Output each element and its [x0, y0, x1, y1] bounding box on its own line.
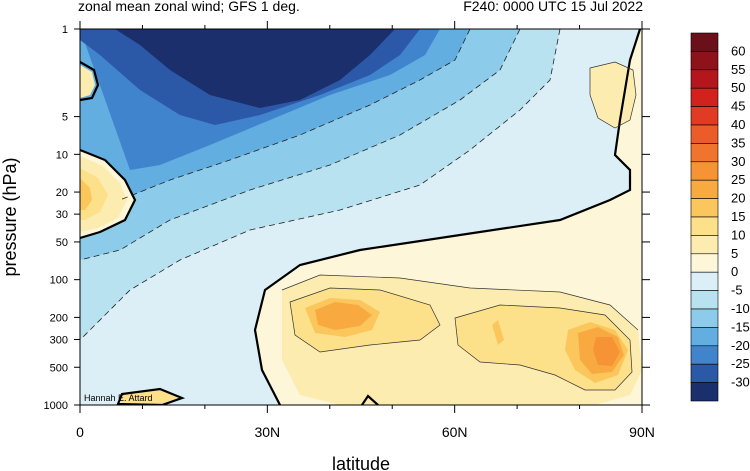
zero-contour-qbo	[80, 148, 137, 240]
colorbar-label: 45	[731, 99, 745, 114]
colorbar-swatch	[690, 382, 719, 402]
y-tick-label: 300	[50, 334, 68, 346]
colorbar: 605550454035302520151050-5-10-15-20-25-3…	[690, 32, 750, 402]
colorbar-swatch	[690, 308, 719, 328]
y-tick-label: 30	[56, 209, 68, 221]
contour-minus-30-core	[115, 29, 395, 108]
colorbar-swatch	[690, 161, 719, 181]
colorbar-label: 30	[731, 154, 745, 169]
colorbar-swatch	[690, 271, 719, 291]
y-tick-label: 20	[56, 187, 68, 199]
chart-title: zonal mean zonal wind; GFS 1 deg.	[78, 0, 300, 14]
colorbar-swatch	[690, 51, 719, 71]
negative-contours	[80, 29, 561, 341]
colorbar-swatch	[690, 216, 719, 236]
colorbar-swatch	[690, 345, 719, 365]
forecast-time: F240: 0000 UTC 15 Jul 2022	[463, 0, 643, 14]
colorbar-swatch	[690, 87, 719, 107]
colorbar-swatch	[690, 32, 719, 52]
colorbar-label: 10	[731, 227, 745, 242]
colorbar-label: 0	[731, 264, 738, 279]
colorbar-label: 50	[731, 80, 745, 95]
colorbar-label: 55	[731, 62, 745, 77]
y-tick-label: 1	[62, 24, 68, 36]
colorbar-swatch	[690, 143, 719, 163]
colorbar-swatch	[690, 363, 719, 383]
y-tick-label: 50	[56, 237, 68, 249]
colorbar-label: 20	[731, 191, 745, 206]
colorbar-label: 5	[731, 246, 738, 261]
colorbar-label: 15	[731, 209, 745, 224]
colorbar-swatch	[690, 327, 719, 347]
polar-jet-25	[593, 337, 620, 366]
x-tick-label: 30N	[254, 424, 280, 440]
x-axis-label: latitude	[332, 454, 390, 471]
y-tick-label: 10	[56, 149, 68, 161]
colorbar-label: 25	[731, 172, 745, 187]
x-tick-label: 0	[76, 424, 84, 440]
y-tick-label: 200	[50, 312, 68, 324]
midlat-jet-20	[315, 302, 372, 330]
y-tick-label: 500	[50, 362, 68, 374]
x-axis: 0 30N 60N 90N	[76, 21, 655, 440]
colorbar-label: -10	[731, 301, 750, 316]
colorbar-label: -30	[731, 375, 750, 390]
zero-contour-upper-left	[80, 61, 100, 102]
positive-contours	[281, 61, 639, 391]
colorbar-label: 35	[731, 135, 745, 150]
colorbar-label: 60	[731, 43, 745, 58]
x-tick-label: 90N	[629, 424, 655, 440]
x-tick-label: 60N	[442, 424, 468, 440]
colorbar-swatch	[690, 106, 719, 126]
polar-strat-westerly-5	[590, 62, 636, 128]
colorbar-label: -15	[731, 319, 750, 334]
surface-westerly-patch	[120, 390, 180, 404]
y-tick-label: 1000	[44, 400, 68, 412]
y-axis-label: pressure (hPa)	[0, 157, 20, 276]
colorbar-label: -5	[731, 283, 743, 298]
y-axis: 1 5 10 20 30 50 100 200 300 500 1000	[44, 24, 650, 412]
colorbar-label: -25	[731, 356, 750, 371]
y-tick-label: 100	[50, 275, 68, 287]
colorbar-swatch	[690, 253, 719, 273]
colorbar-label: -20	[731, 338, 750, 353]
y-tick-label: 5	[62, 112, 68, 124]
colorbar-swatch	[690, 290, 719, 310]
colorbar-swatch	[690, 179, 719, 199]
colorbar-swatch	[690, 198, 719, 218]
credit-text: Hannah E. Attard	[84, 393, 153, 403]
colorbar-swatch	[690, 69, 719, 89]
plot-frame	[79, 28, 643, 406]
tropical-westerly-15	[80, 178, 92, 210]
contour-fill	[80, 29, 642, 405]
colorbar-label: 40	[731, 117, 745, 132]
colorbar-swatch	[690, 235, 719, 255]
upper-left-westerly	[80, 65, 95, 98]
zero-contour-main	[253, 29, 642, 405]
colorbar-swatch	[690, 124, 719, 144]
